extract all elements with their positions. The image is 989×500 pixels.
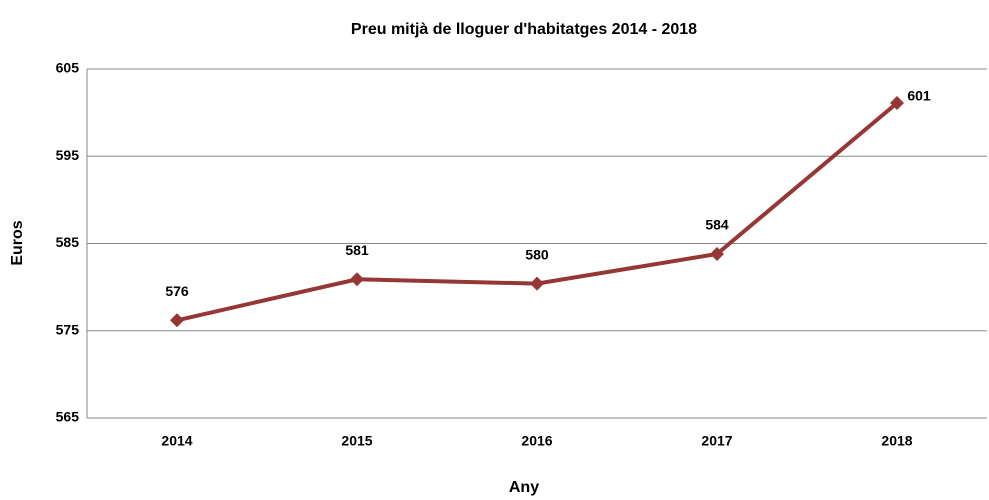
y-tick-label: 595 — [56, 147, 80, 163]
data-label: 576 — [165, 283, 189, 299]
marker — [170, 313, 184, 328]
x-axis-label: Any — [509, 479, 539, 496]
marker — [890, 96, 904, 111]
data-label: 584 — [705, 217, 729, 233]
y-tick-label: 565 — [56, 409, 80, 425]
x-tick-label: 2016 — [521, 433, 552, 449]
data-label: 601 — [907, 88, 931, 104]
marker — [530, 276, 544, 291]
y-tick-label: 575 — [56, 321, 80, 337]
marker — [350, 272, 364, 287]
chart-title: Preu mitjà de lloguer d'habitatges 2014 … — [351, 21, 697, 38]
x-tick-label: 2018 — [881, 433, 912, 449]
y-tick-label: 585 — [56, 234, 80, 250]
data-label: 581 — [345, 242, 369, 258]
x-tick-label: 2014 — [161, 433, 192, 449]
data-label: 580 — [525, 246, 549, 262]
y-tick-label: 605 — [56, 60, 80, 76]
marker — [710, 246, 724, 261]
y-axis-label: Euros — [9, 220, 26, 265]
x-tick-label: 2015 — [341, 433, 372, 449]
x-tick-label: 2017 — [701, 433, 732, 449]
